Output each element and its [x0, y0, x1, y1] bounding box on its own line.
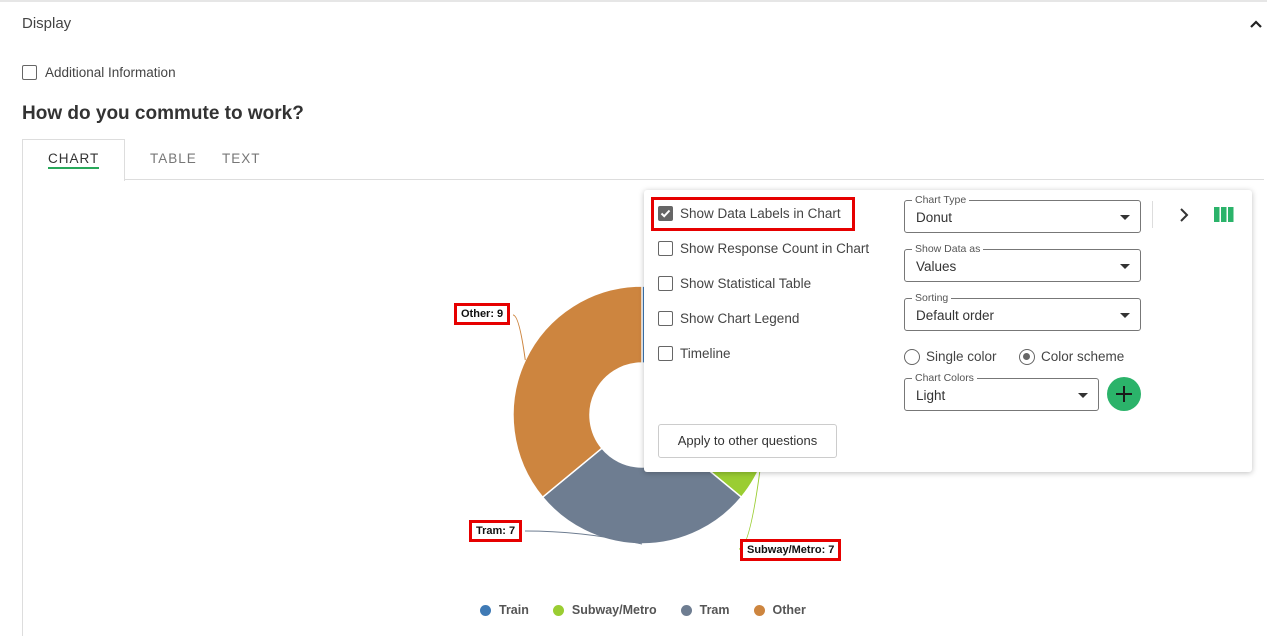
show-data-as-value: Values	[916, 259, 957, 274]
timeline-label: Timeline	[680, 346, 731, 361]
additional-information-label: Additional Information	[45, 65, 176, 80]
sorting-caption: Sorting	[912, 292, 952, 304]
single-color-label: Single color	[926, 349, 997, 364]
show-data-labels-label: Show Data Labels in Chart	[680, 206, 841, 221]
chart-colors-select[interactable]: Chart Colors Light	[904, 372, 1099, 411]
content-border-left	[22, 179, 23, 636]
legend-label: Other	[772, 603, 806, 617]
legend-label: Train	[499, 603, 529, 617]
tabs-divider	[124, 179, 1264, 180]
show-response-count-label: Show Response Count in Chart	[680, 241, 870, 256]
legend-item-tram[interactable]: Tram	[680, 603, 730, 617]
additional-information-checkbox[interactable]	[22, 65, 37, 80]
tab-chart[interactable]: CHART	[48, 151, 100, 166]
chart-type-caption: Chart Type	[912, 194, 970, 206]
legend-swatch	[680, 604, 692, 616]
single-color-radio[interactable]	[904, 349, 920, 365]
data-label-connector	[524, 530, 643, 545]
chart-legend: Train Subway/Metro Tram Other	[480, 603, 806, 617]
columns-icon[interactable]	[1214, 207, 1234, 222]
sorting-value: Default order	[916, 308, 995, 323]
check-icon	[660, 209, 671, 218]
chevron-right-icon[interactable]	[1174, 205, 1194, 225]
highlight-box	[651, 197, 855, 231]
timeline-checkbox[interactable]	[658, 346, 673, 361]
section-title: Display	[22, 15, 72, 32]
color-scheme-label: Color scheme	[1041, 349, 1125, 364]
plus-icon[interactable]	[1107, 377, 1141, 411]
legend-item-train[interactable]: Train	[480, 603, 529, 617]
tab-chart-underline	[48, 167, 99, 169]
show-data-as-select[interactable]: Show Data as Values	[904, 243, 1141, 282]
data-label-connector	[512, 314, 526, 361]
toolbar-divider	[1152, 201, 1153, 228]
legend-swatch	[480, 604, 491, 616]
chevron-up-icon[interactable]	[1244, 12, 1267, 36]
show-statistical-table-label: Show Statistical Table	[680, 276, 812, 291]
caret-down-icon	[1120, 215, 1130, 220]
legend-swatch	[753, 604, 765, 616]
top-divider	[0, 0, 1267, 2]
data-label-tram: Tram: 7	[469, 520, 523, 542]
data-label-other: Other: 9	[454, 303, 511, 325]
legend-label: Tram	[699, 603, 730, 617]
chart-colors-caption: Chart Colors	[912, 372, 977, 384]
chart-colors-value: Light	[916, 388, 946, 403]
chart-type-value: Donut	[916, 210, 953, 225]
donut-slice-other	[512, 285, 643, 499]
sorting-select[interactable]: Sorting Default order	[904, 292, 1141, 331]
legend-swatch	[552, 604, 564, 616]
caret-down-icon	[1078, 393, 1088, 398]
show-data-labels-checkbox[interactable]	[658, 206, 673, 221]
show-chart-legend-label: Show Chart Legend	[680, 311, 800, 326]
apply-to-other-questions-button[interactable]: Apply to other questions	[658, 424, 837, 458]
show-data-as-caption: Show Data as	[912, 243, 984, 255]
show-statistical-table-checkbox[interactable]	[658, 276, 673, 291]
tab-table[interactable]: TABLE	[150, 151, 197, 166]
caret-down-icon	[1120, 313, 1130, 318]
show-chart-legend-checkbox[interactable]	[658, 311, 673, 326]
legend-item-other[interactable]: Other	[753, 603, 806, 617]
show-response-count-checkbox[interactable]	[658, 241, 673, 256]
tab-chart-frame	[22, 139, 125, 181]
color-scheme-radio[interactable]	[1019, 349, 1035, 365]
legend-label: Subway/Metro	[571, 603, 657, 617]
data-label-subway-metro: Subway/Metro: 7	[740, 539, 842, 561]
tab-text[interactable]: TEXT	[222, 151, 261, 166]
caret-down-icon	[1120, 264, 1130, 269]
question-title: How do you commute to work?	[22, 103, 304, 124]
legend-item-subway-metro[interactable]: Subway/Metro	[552, 603, 657, 617]
chart-type-select[interactable]: Chart Type Donut	[904, 194, 1141, 233]
